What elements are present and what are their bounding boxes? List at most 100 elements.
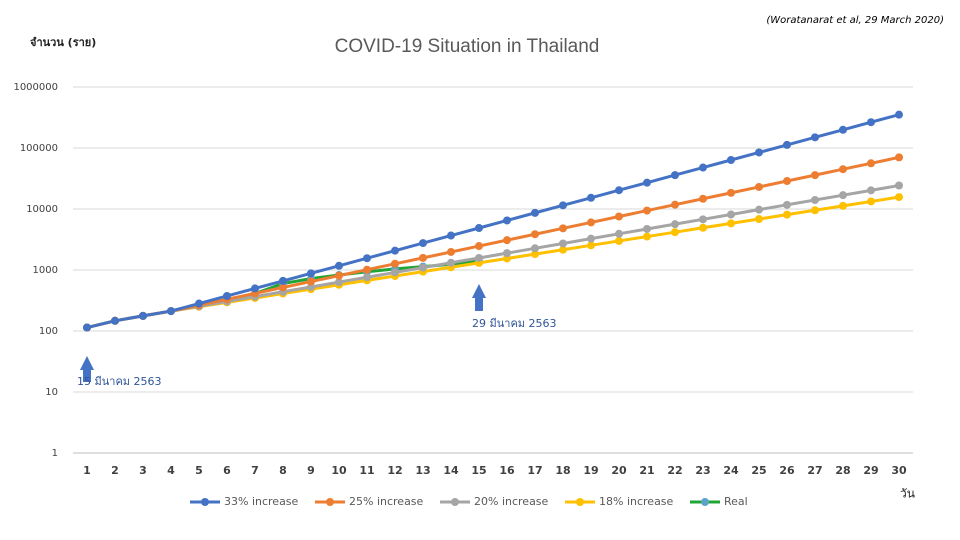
point [167, 307, 175, 316]
legend-label: 18% increase [599, 495, 674, 508]
point [895, 110, 903, 119]
arrow [80, 356, 94, 382]
point [223, 291, 231, 300]
point [755, 215, 763, 224]
point [503, 236, 511, 245]
point [727, 210, 735, 219]
point [895, 181, 903, 190]
point [643, 224, 651, 233]
point [335, 278, 343, 287]
x-tick-label: 9 [307, 464, 315, 477]
point [671, 200, 679, 209]
point [447, 247, 455, 256]
point [83, 323, 91, 332]
point [307, 269, 315, 278]
series-line [86, 155, 900, 329]
point [727, 219, 735, 228]
point [643, 232, 651, 241]
point [335, 261, 343, 270]
point [447, 258, 455, 267]
point [251, 284, 259, 293]
legend-marker [201, 498, 209, 506]
arrow [472, 284, 486, 311]
point [559, 224, 567, 233]
point [475, 242, 483, 251]
point [531, 250, 539, 259]
point [559, 201, 567, 210]
x-tick-label: 15 [471, 464, 486, 477]
x-tick-label: 22 [667, 464, 682, 477]
point [615, 229, 623, 238]
point [447, 231, 455, 240]
point [895, 193, 903, 202]
legend-label: 33% increase [224, 495, 299, 508]
x-tick-label: 5 [195, 464, 203, 477]
point [811, 133, 819, 142]
point [867, 197, 875, 206]
y-tick-label: 10 [45, 387, 58, 398]
x-tick-label: 20 [611, 464, 627, 477]
y-tick-label: 1000000 [13, 82, 58, 93]
x-tick-label: 6 [223, 464, 231, 477]
y-tick-label: 1 [52, 448, 58, 459]
point [587, 218, 595, 227]
point [755, 182, 763, 191]
point [783, 140, 791, 149]
point [587, 241, 595, 250]
x-tick-label: 8 [279, 464, 287, 477]
point [587, 234, 595, 243]
point [503, 249, 511, 258]
point [419, 253, 427, 262]
series-line [86, 113, 900, 329]
x-tick-label: 14 [443, 464, 459, 477]
x-tick-label: 10 [331, 464, 347, 477]
point [531, 208, 539, 217]
point [727, 156, 735, 165]
legend-marker [576, 498, 584, 506]
point [503, 216, 511, 225]
point [391, 246, 399, 255]
legend-label: 25% increase [349, 495, 424, 508]
point [783, 177, 791, 186]
point [867, 118, 875, 127]
chart-title: COVID-19 Situation in Thailand [335, 36, 600, 57]
series-line [86, 195, 900, 329]
x-tick-label: 13 [415, 464, 430, 477]
point [475, 223, 483, 232]
point [727, 188, 735, 197]
x-tick-label: 17 [527, 464, 542, 477]
y-tick-label: 100000 [20, 143, 58, 154]
point [699, 194, 707, 203]
x-tick-label: 1 [83, 464, 91, 477]
point [531, 244, 539, 253]
point [783, 210, 791, 219]
point [839, 201, 847, 210]
point [867, 159, 875, 168]
point [783, 200, 791, 209]
point [839, 125, 847, 134]
point [279, 276, 287, 285]
point [615, 186, 623, 195]
point [559, 239, 567, 248]
x-tick-label: 12 [387, 464, 402, 477]
annotation: 15 มีนาคม 2563 [77, 375, 162, 388]
point [671, 220, 679, 229]
x-tick-label: 27 [807, 464, 822, 477]
point [587, 193, 595, 202]
point [363, 254, 371, 263]
point [419, 239, 427, 248]
x-tick-label: 11 [359, 464, 374, 477]
point [139, 311, 147, 320]
point [363, 265, 371, 274]
x-tick-label: 3 [139, 464, 147, 477]
y-tick-label: 1000 [33, 265, 58, 276]
point [867, 186, 875, 195]
point [643, 206, 651, 215]
x-tick-label: 21 [639, 464, 654, 477]
point [895, 153, 903, 162]
point [755, 205, 763, 214]
x-tick-label: 2 [111, 464, 119, 477]
point [475, 253, 483, 262]
point [531, 230, 539, 239]
